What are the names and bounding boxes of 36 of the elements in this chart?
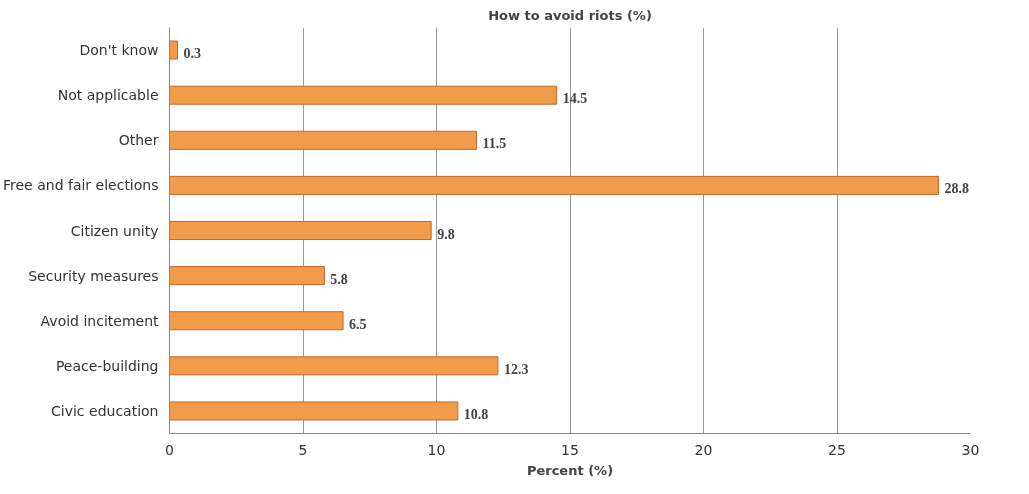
data-label: 12.3 [503,361,529,377]
x-tick-label: 25 [828,441,846,458]
x-tick-label: 10 [427,441,446,458]
x-tick-label: 30 [961,441,980,458]
data-label: 9.8 [437,226,455,242]
y-tick-label: Don't know [79,42,159,59]
y-tick-label: Peace-building [55,357,159,374]
data-label: 28.8 [944,181,969,197]
bar [169,85,558,105]
bar [169,220,432,241]
data-label: 10.8 [463,406,489,422]
x-tick-label: 0 [165,441,174,458]
data-label: 5.8 [330,271,348,287]
x-axis-title: Percent (%) [526,462,614,478]
bar [169,266,325,286]
y-tick-label: Citizen unity [70,222,159,239]
data-label: 6.5 [349,316,367,332]
y-tick-label: Avoid incitement [40,312,160,329]
y-tick-label: Not applicable [57,87,159,104]
y-tick-label: Civic education [51,402,159,419]
y-tick-label: Security measures [28,267,159,284]
y-tick-label: Free and fair elections [3,177,159,194]
bar [169,311,344,331]
bar [169,40,179,60]
x-tick-label: 5 [298,441,308,458]
bar [169,356,499,376]
y-tick-label: Other [118,132,159,149]
x-tick-label: 15 [561,441,579,458]
bar [169,130,478,150]
chart-title: How to avoid riots (%) [488,7,652,23]
data-label: 11.5 [482,136,507,152]
bar [169,401,459,421]
x-tick-label: 20 [694,441,713,458]
bar [169,175,939,195]
data-label: 0.3 [183,46,202,62]
data-label: 14.5 [562,91,588,107]
